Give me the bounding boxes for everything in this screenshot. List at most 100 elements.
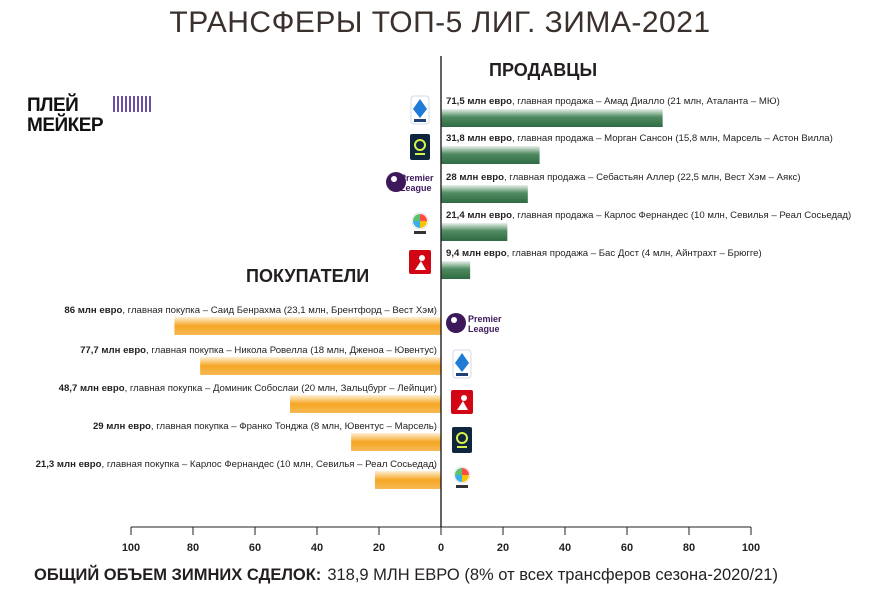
seller-amount-1: 71,5 млн евро (446, 96, 512, 107)
seller-4-laliga-red (420, 214, 427, 221)
seller-label-3: 28 млн евро, главная продажа – Себастьян… (446, 172, 801, 183)
seller-note-5: , главная продажа – Бас Дост (4 млн, Айн… (507, 248, 762, 259)
buyer-3-bl-frame (451, 390, 473, 414)
seller-label-5: 9,4 млн евро, главная продажа – Бас Дост… (446, 248, 762, 259)
seller-3-pl-crown (391, 176, 397, 182)
seller-1-serie-a-wordmark (414, 119, 426, 122)
seller-1-serie-a-shape (413, 99, 427, 118)
buyer-note-5: , главная покупка – Карлос Фернандес (10… (102, 459, 437, 470)
buyer-note-2: , главная покупка – Никола Ровелла (18 м… (146, 345, 437, 356)
buyer-bar-4 (351, 433, 441, 451)
serie-a-icon (410, 95, 430, 125)
bundesliga-icon (451, 390, 473, 414)
buyer-3-bl-body (457, 401, 468, 410)
buyer-1-pl-crown (451, 317, 457, 323)
buyers-label: ПОКУПАТЕЛИ (246, 266, 370, 286)
buyer-5-laliga-green (455, 468, 462, 475)
brand-line-2: МЕЙКЕР (27, 115, 104, 136)
buyer-amount-3: 48,7 млн евро (59, 383, 125, 394)
seller-label-4: 21,4 млн евро, главная продажа – Карлос … (446, 210, 851, 221)
brand-logo: ПЛЕЙ МЕЙКЕР (27, 95, 153, 146)
brand-logo-bars (113, 96, 153, 112)
seller-amount-2: 31,8 млн евро (446, 133, 512, 144)
buyer-bar-2 (200, 357, 441, 375)
seller-bar-2 (441, 146, 540, 164)
bundesliga-icon (409, 250, 431, 274)
seller-2-ligue1-frame (410, 134, 430, 160)
buyer-5-laliga-red (462, 468, 469, 475)
buyer-label-2: 77,7 млн евро, главная покупка – Никола … (80, 345, 437, 356)
x-tick-label-9: 80 (683, 542, 695, 554)
buyer-1-pl-lion (446, 313, 466, 333)
buyer-bar-3 (290, 395, 441, 413)
seller-bar-5 (441, 261, 471, 279)
buyer-4-ligue1-wordmark (457, 446, 467, 448)
buyer-2-serie-a-shape (455, 353, 469, 372)
seller-5-bl-head (419, 255, 425, 261)
buyer-amount-4: 29 млн евро (93, 421, 151, 432)
footer: ОБЩИЙ ОБЪЕМ ЗИМНИХ СДЕЛОК: 318,9 МЛН ЕВРО… (34, 566, 874, 585)
chart-title: ТРАНСФЕРЫ ТОП-5 ЛИГ. ЗИМА-2021 (169, 6, 711, 39)
seller-bar-4 (441, 223, 508, 241)
buyer-5-laliga-blue (455, 475, 462, 482)
x-tick-label-3: 40 (311, 542, 323, 554)
x-tick-label-10: 100 (742, 542, 760, 554)
x-tick-label-7: 40 (559, 542, 571, 554)
x-tick-label-0: 100 (122, 542, 140, 554)
buyer-5-laliga-wordmark (456, 485, 468, 488)
seller-2-ligue1-wordmark (415, 153, 425, 155)
buyer-1-pl-word-2: League (468, 324, 500, 334)
buyer-amount-1: 86 млн евро (64, 305, 122, 316)
serie-a-icon (452, 349, 472, 379)
ligue-1-icon (452, 427, 472, 453)
x-tick-label-1: 80 (187, 542, 199, 554)
x-tick-label-6: 20 (497, 542, 509, 554)
seller-4-laliga-yellow (420, 221, 427, 228)
seller-4-laliga-green (413, 214, 420, 221)
buyer-note-3: , главная покупка – Доминик Собослаи (20… (125, 383, 437, 394)
laliga-icon (411, 212, 429, 234)
footer-value: 318,9 МЛН ЕВРО (8% от всех трансферов се… (327, 566, 778, 584)
buyer-2-serie-a-wordmark (456, 373, 468, 376)
seller-note-3: , главная продажа – Себастьян Аллер (22,… (504, 172, 801, 183)
x-tick-label-2: 60 (249, 542, 261, 554)
buyer-label-4: 29 млн евро, главная покупка – Франко То… (93, 421, 437, 432)
seller-3-pl-word-1: Premier (400, 173, 434, 183)
x-tick-label-4: 20 (373, 542, 385, 554)
seller-2-ligue1-ring (414, 139, 426, 151)
seller-note-4: , главная продажа – Карлос Фернандес (10… (512, 210, 851, 221)
seller-amount-5: 9,4 млн евро (446, 248, 507, 259)
buyer-5-laliga-yellow (462, 475, 469, 482)
seller-5-bl-frame (409, 250, 431, 274)
transfers-chart: 71,5 млн евро, главная продажа – Амад Ди… (36, 56, 851, 554)
buyer-bar-5 (374, 471, 441, 489)
buyer-1-pl-word-1: Premier (468, 314, 502, 324)
seller-4-laliga-blue (413, 221, 420, 228)
buyer-label-5: 21,3 млн евро, главная покупка – Карлос … (36, 459, 437, 470)
brand-line-1: ПЛЕЙ (27, 95, 79, 116)
premier-league-icon (386, 172, 406, 192)
seller-label-2: 31,8 млн евро, главная продажа – Морган … (446, 133, 833, 144)
seller-3-pl-word-2: League (400, 183, 432, 193)
seller-amount-4: 21,4 млн евро (446, 210, 512, 221)
buyer-amount-2: 77,7 млн евро (80, 345, 146, 356)
buyer-bar-1 (174, 317, 441, 335)
buyer-label-1: 86 млн евро, главная покупка – Саид Бенр… (64, 305, 437, 316)
buyer-label-3: 48,7 млн евро, главная покупка – Доминик… (59, 383, 437, 394)
seller-bar-3 (441, 185, 528, 203)
buyer-note-1: , главная покупка – Саид Бенрахма (23,1 … (122, 305, 437, 316)
seller-bar-1 (441, 109, 663, 127)
seller-label-1: 71,5 млн евро, главная продажа – Амад Ди… (446, 96, 780, 107)
ligue-1-icon (410, 134, 430, 160)
seller-5-bl-body (415, 261, 426, 270)
sellers-label: ПРОДАВЦЫ (489, 60, 598, 80)
seller-note-2: , главная продажа – Морган Сансон (15,8 … (512, 133, 833, 144)
x-tick-label-8: 60 (621, 542, 633, 554)
seller-4-laliga-wordmark (414, 231, 426, 234)
buyer-3-bl-head (461, 395, 467, 401)
buyer-amount-5: 21,3 млн евро (36, 459, 102, 470)
seller-note-1: , главная продажа – Амад Диалло (21 млн,… (512, 96, 780, 107)
seller-3-pl-lion (386, 172, 406, 192)
footer-label: ОБЩИЙ ОБЪЕМ ЗИМНИХ СДЕЛОК: (34, 566, 322, 584)
seller-amount-3: 28 млн евро (446, 172, 504, 183)
